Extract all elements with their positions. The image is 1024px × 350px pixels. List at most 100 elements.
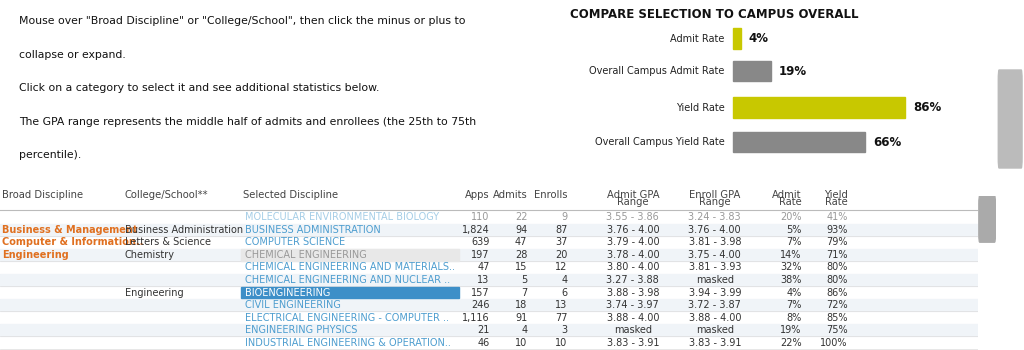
- Text: 20: 20: [555, 250, 567, 260]
- Text: 3.79 - 4.00: 3.79 - 4.00: [606, 237, 659, 247]
- Text: ENGINEERING PHYSICS: ENGINEERING PHYSICS: [245, 325, 357, 335]
- Text: 85%: 85%: [826, 313, 848, 323]
- Text: 28: 28: [515, 250, 527, 260]
- Text: 94: 94: [515, 225, 527, 235]
- Text: Overall Campus Admit Rate: Overall Campus Admit Rate: [590, 66, 725, 76]
- Text: Enroll GPA: Enroll GPA: [689, 190, 740, 200]
- Text: Click on a category to select it and see additional statistics below.: Click on a category to select it and see…: [19, 83, 380, 93]
- Text: Admit GPA: Admit GPA: [606, 190, 659, 200]
- Text: 12: 12: [555, 262, 567, 272]
- Text: Broad Discipline: Broad Discipline: [2, 190, 83, 200]
- Text: 197: 197: [471, 250, 489, 260]
- Text: 5: 5: [521, 275, 527, 285]
- Text: Letters & Science: Letters & Science: [125, 237, 211, 247]
- Text: 21: 21: [477, 325, 489, 335]
- Text: Enrolls: Enrolls: [534, 190, 567, 200]
- Text: 46: 46: [477, 338, 489, 348]
- Text: 1,116: 1,116: [462, 313, 489, 323]
- Text: 47: 47: [477, 262, 489, 272]
- Text: 22%: 22%: [780, 338, 802, 348]
- Text: 80%: 80%: [826, 275, 848, 285]
- Text: 246: 246: [471, 300, 489, 310]
- Text: INDUSTRIAL ENGINEERING & OPERATION..: INDUSTRIAL ENGINEERING & OPERATION..: [245, 338, 451, 348]
- Text: 4%: 4%: [786, 288, 802, 298]
- Text: COMPUTER SCIENCE: COMPUTER SCIENCE: [245, 237, 345, 247]
- Bar: [733, 61, 771, 81]
- Text: masked: masked: [695, 275, 734, 285]
- Text: 3.27 - 3.88: 3.27 - 3.88: [606, 275, 659, 285]
- Bar: [0, 224, 978, 236]
- Text: Range: Range: [699, 197, 730, 207]
- Bar: [0, 299, 978, 312]
- Text: CHEMICAL ENGINEERING AND NUCLEAR ..: CHEMICAL ENGINEERING AND NUCLEAR ..: [245, 275, 450, 285]
- Text: 71%: 71%: [826, 250, 848, 260]
- Text: BUSINESS ADMINISTRATION: BUSINESS ADMINISTRATION: [245, 225, 381, 235]
- Text: 10: 10: [555, 338, 567, 348]
- Bar: [0, 248, 978, 261]
- Text: percentile).: percentile).: [19, 150, 82, 160]
- Text: 19%: 19%: [778, 64, 807, 78]
- Bar: [241, 287, 459, 298]
- Text: 3.78 - 4.00: 3.78 - 4.00: [606, 250, 659, 260]
- Text: Apps: Apps: [465, 190, 489, 200]
- Text: 18: 18: [515, 300, 527, 310]
- Text: 6: 6: [561, 288, 567, 298]
- Text: 80%: 80%: [826, 262, 848, 272]
- Text: 7%: 7%: [786, 237, 802, 247]
- Text: CHEMICAL ENGINEERING: CHEMICAL ENGINEERING: [245, 250, 367, 260]
- Text: 22: 22: [515, 212, 527, 222]
- Text: 3.81 - 3.98: 3.81 - 3.98: [688, 237, 741, 247]
- Text: 9: 9: [561, 212, 567, 222]
- Text: 639: 639: [471, 237, 489, 247]
- Text: Selected Discipline: Selected Discipline: [243, 190, 338, 200]
- Text: Engineering: Engineering: [2, 250, 69, 260]
- Text: 13: 13: [477, 275, 489, 285]
- Text: Rate: Rate: [779, 197, 802, 207]
- Bar: [0, 274, 978, 286]
- Text: Engineering: Engineering: [125, 288, 183, 298]
- Text: 100%: 100%: [820, 338, 848, 348]
- Text: Rate: Rate: [825, 197, 848, 207]
- Text: Admit: Admit: [772, 190, 802, 200]
- Text: 7: 7: [521, 288, 527, 298]
- Text: 32%: 32%: [780, 262, 802, 272]
- Text: Computer & Information..: Computer & Information..: [2, 237, 143, 247]
- Text: 3.24 - 3.83: 3.24 - 3.83: [688, 212, 741, 222]
- Text: 66%: 66%: [872, 135, 901, 149]
- Text: collapse or expand.: collapse or expand.: [19, 50, 126, 60]
- Bar: [0, 324, 978, 336]
- FancyBboxPatch shape: [979, 196, 995, 242]
- Text: 3.55 - 3.86: 3.55 - 3.86: [606, 212, 659, 222]
- Text: COMPARE SELECTION TO CAMPUS OVERALL: COMPARE SELECTION TO CAMPUS OVERALL: [570, 8, 858, 21]
- Text: 86%: 86%: [826, 288, 848, 298]
- Text: 3.81 - 3.93: 3.81 - 3.93: [688, 262, 741, 272]
- Bar: [733, 132, 865, 152]
- Text: Business Administration: Business Administration: [125, 225, 243, 235]
- Text: 79%: 79%: [826, 237, 848, 247]
- Text: 37: 37: [555, 237, 567, 247]
- Bar: [733, 97, 905, 118]
- Text: CIVIL ENGINEERING: CIVIL ENGINEERING: [245, 300, 341, 310]
- Text: 3: 3: [561, 325, 567, 335]
- Text: 8%: 8%: [786, 313, 802, 323]
- Text: 3.88 - 4.00: 3.88 - 4.00: [606, 313, 659, 323]
- Text: 3.80 - 4.00: 3.80 - 4.00: [606, 262, 659, 272]
- Text: 5%: 5%: [786, 225, 802, 235]
- Text: 15: 15: [515, 262, 527, 272]
- Text: Admit Rate: Admit Rate: [671, 34, 725, 43]
- Text: 4: 4: [521, 325, 527, 335]
- Text: 72%: 72%: [826, 300, 848, 310]
- Text: 3.88 - 4.00: 3.88 - 4.00: [688, 313, 741, 323]
- Text: Overall Campus Yield Rate: Overall Campus Yield Rate: [595, 137, 725, 147]
- Text: 10: 10: [515, 338, 527, 348]
- Text: 86%: 86%: [913, 101, 941, 114]
- Text: BIOENGINEERING: BIOENGINEERING: [245, 288, 330, 298]
- Text: ELECTRICAL ENGINEERING - COMPUTER ..: ELECTRICAL ENGINEERING - COMPUTER ..: [245, 313, 449, 323]
- Text: MOLECULAR ENVIRONMENTAL BIOLOGY: MOLECULAR ENVIRONMENTAL BIOLOGY: [245, 212, 439, 222]
- Text: 3.74 - 3.97: 3.74 - 3.97: [606, 300, 659, 310]
- Text: Chemistry: Chemistry: [125, 250, 175, 260]
- Text: 13: 13: [555, 300, 567, 310]
- Text: Mouse over "Broad Discipline" or "College/School", then click the minus or plus : Mouse over "Broad Discipline" or "Colleg…: [19, 16, 466, 26]
- Bar: [733, 28, 740, 49]
- Text: 3.72 - 3.87: 3.72 - 3.87: [688, 300, 741, 310]
